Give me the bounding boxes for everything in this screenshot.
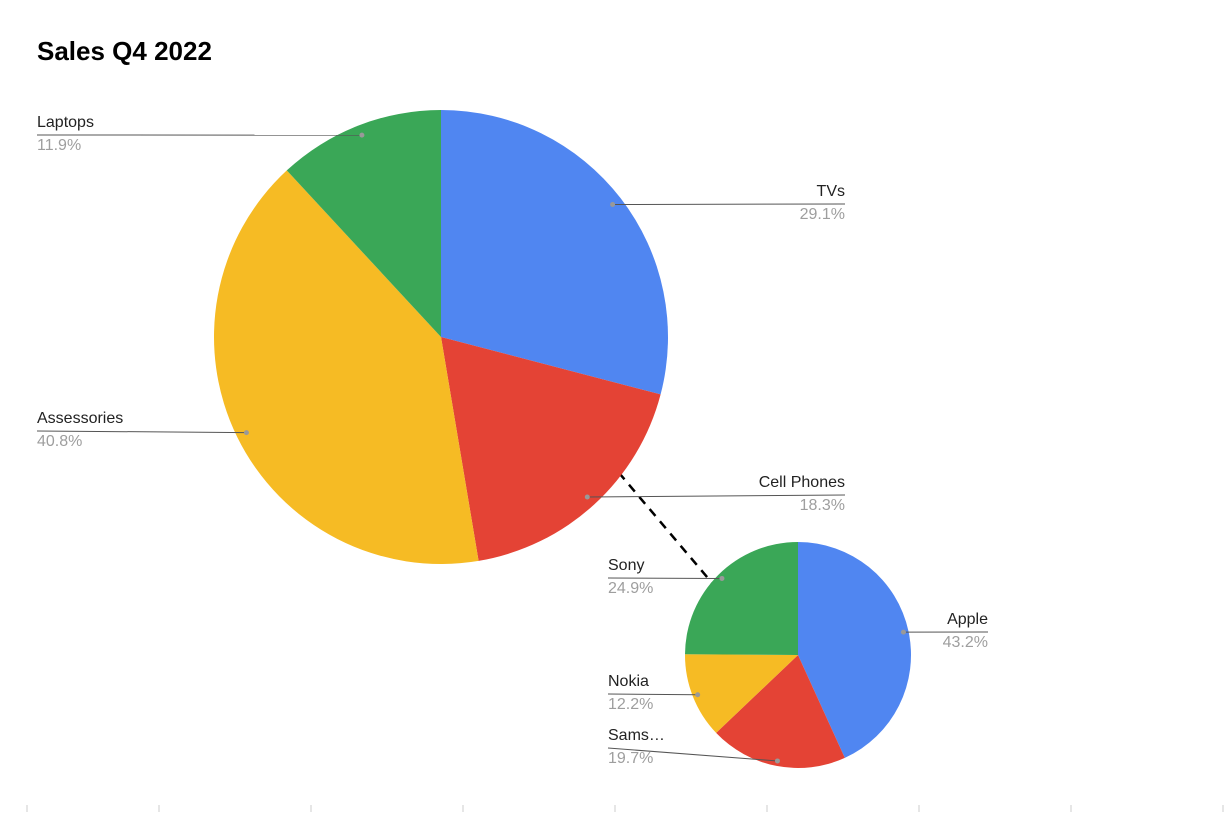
slice-value: 24.9%: [608, 580, 653, 597]
leader-dot: [900, 629, 906, 635]
bottom-ticks: [26, 805, 1224, 812]
pie-slice: [441, 337, 661, 561]
leader-line: [587, 494, 846, 498]
leader-line: [607, 693, 698, 696]
slice-value: 40.8%: [37, 433, 82, 450]
chart-title: Sales Q4 2022: [37, 36, 212, 66]
slice-value: 18.3%: [800, 497, 845, 514]
leader-dot: [695, 692, 701, 698]
slice-label: Apple: [947, 611, 988, 628]
leader-dot: [243, 430, 249, 436]
slice-value: 19.7%: [608, 750, 653, 767]
slice-value: 29.1%: [800, 206, 845, 223]
leader-dot: [774, 758, 780, 764]
pie-slice: [798, 542, 911, 758]
leader-dot: [359, 132, 365, 138]
slice-value: 11.9%: [37, 137, 81, 154]
leader-line: [36, 430, 247, 434]
leader-line: [607, 747, 778, 762]
leader-dot: [719, 575, 725, 581]
slice-label: Assessories: [37, 410, 123, 427]
pie-slice: [685, 542, 798, 655]
slice-label: Sams…: [608, 727, 665, 744]
pie-slice: [441, 110, 668, 395]
slice-label: TVs: [817, 183, 845, 200]
slice-label: Sony: [608, 557, 644, 574]
leader-dot: [584, 494, 590, 500]
leader-dot: [610, 202, 616, 208]
pie-slice: [685, 654, 798, 733]
slice-label: Cell Phones: [759, 474, 845, 491]
slice-label: Laptops: [37, 114, 94, 131]
pie-slice: [286, 110, 441, 337]
slice-value: 43.2%: [943, 634, 988, 651]
slice-value: 12.2%: [608, 696, 653, 713]
leader-line: [612, 203, 846, 206]
pie-slice: [716, 655, 845, 769]
slice-label: Nokia: [608, 673, 649, 690]
pie-slice: [214, 170, 479, 565]
